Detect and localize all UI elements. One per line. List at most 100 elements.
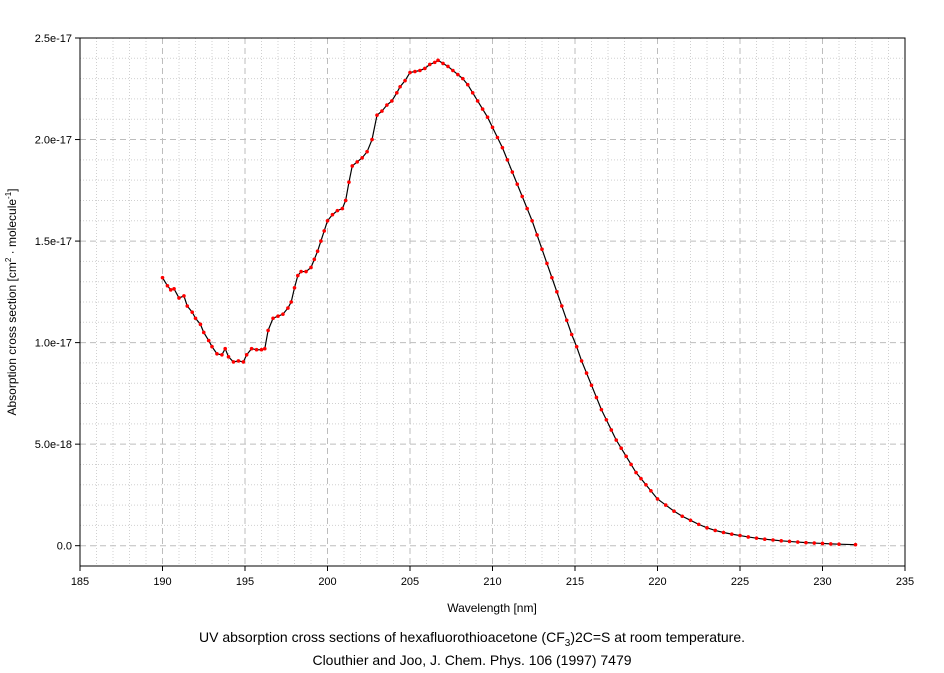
data-point: [220, 353, 224, 357]
data-point: [436, 58, 440, 63]
data-point: [296, 273, 300, 278]
y-axis-label-mid: · molecule: [5, 199, 19, 258]
x-tick-label: 225: [731, 576, 749, 588]
data-point: [705, 526, 709, 530]
y-tick-label: 1.5e-17: [35, 236, 72, 248]
data-point: [649, 489, 653, 493]
data-point: [343, 198, 348, 203]
data-point: [771, 538, 775, 542]
data-point: [495, 135, 500, 140]
y-tick-label: 5.0e-18: [35, 439, 72, 451]
data-point: [231, 360, 236, 364]
data-point: [490, 125, 495, 130]
data-point: [286, 306, 290, 310]
data-point: [680, 514, 685, 519]
data-point: [315, 249, 320, 254]
x-tick-label: 190: [153, 576, 171, 588]
data-point: [837, 542, 841, 546]
data-point: [289, 300, 294, 304]
y-axis-label-main: Absorption cross section [cm: [5, 262, 19, 415]
y-axis-label-end: ]: [5, 188, 19, 191]
data-point: [226, 355, 231, 359]
caption-line-1-pre: UV absorption cross sections of hexafluo…: [199, 629, 565, 645]
data-point: [456, 72, 460, 77]
data-point: [729, 532, 734, 536]
data-point: [520, 194, 524, 199]
caption-line-1: UV absorption cross sections of hexafluo…: [0, 629, 944, 649]
data-point: [177, 296, 181, 300]
data-point: [190, 310, 194, 314]
data-point: [350, 164, 355, 168]
data-point: [390, 99, 394, 103]
data-point: [550, 275, 554, 280]
data-point: [470, 91, 475, 95]
data-point: [604, 417, 609, 422]
data-point: [276, 314, 280, 319]
data-point: [259, 347, 264, 352]
data-point: [754, 536, 759, 540]
data-point: [475, 99, 480, 103]
caption-line-1-post: )2C=S at room temperature.: [570, 629, 745, 645]
y-axis-label-sup1: 2: [4, 257, 13, 262]
data-point: [505, 158, 510, 162]
data-point: [360, 156, 364, 160]
data-point: [574, 344, 579, 349]
data-point: [355, 160, 360, 164]
series: [160, 58, 858, 547]
data-point: [198, 322, 203, 327]
data-point: [480, 107, 485, 111]
caption-line-1-sub: 3: [564, 637, 571, 649]
data-point: [271, 316, 275, 321]
data-point: [244, 353, 249, 357]
data-point: [182, 294, 186, 298]
data-point: [828, 542, 833, 546]
data-point: [584, 371, 589, 375]
data-point: [485, 115, 490, 119]
data-point: [599, 407, 604, 412]
data-point: [762, 537, 767, 541]
data-point: [432, 60, 437, 65]
data-point: [564, 318, 569, 323]
data-point: [160, 275, 165, 280]
data-point: [319, 239, 323, 243]
data-point: [696, 522, 701, 527]
y-axis-label-sup2: -1: [4, 191, 13, 199]
data-point: [254, 347, 259, 352]
data-point: [515, 182, 520, 187]
data-point: [441, 61, 445, 66]
grid: [79, 37, 906, 566]
data-point: [545, 261, 549, 266]
data-point: [655, 497, 660, 501]
data-point: [589, 383, 594, 388]
data-point: [446, 64, 450, 69]
ticks: 185 190 195 200 205 210 215 220 225 230 235 0.0 5.0e…: [35, 33, 914, 588]
data-point: [629, 462, 633, 467]
data-point: [688, 518, 693, 523]
x-tick-label: 235: [896, 576, 914, 588]
data-point: [266, 328, 270, 333]
x-tick-label: 230: [813, 576, 831, 588]
data-point: [292, 285, 297, 290]
data-point: [530, 218, 534, 223]
data-point: [644, 482, 648, 487]
data-point: [413, 69, 417, 74]
data-point: [624, 454, 628, 459]
x-tick-label: 210: [483, 576, 501, 588]
data-point: [579, 359, 584, 363]
data-point: [428, 62, 432, 67]
data-point: [540, 247, 544, 251]
data-point: [746, 535, 751, 539]
data-point: [639, 476, 643, 481]
data-point: [223, 346, 227, 351]
data-point: [820, 541, 825, 546]
caption-line-2: Clouthier and Joo, J. Chem. Phys. 106 (1…: [312, 652, 632, 668]
data-point: [403, 78, 407, 83]
data-point: [461, 76, 465, 81]
data-point: [210, 344, 214, 349]
data-point: [241, 360, 246, 364]
data-point: [168, 288, 173, 292]
data-point: [738, 533, 742, 538]
data-point: [510, 170, 515, 174]
data-point: [560, 304, 564, 308]
